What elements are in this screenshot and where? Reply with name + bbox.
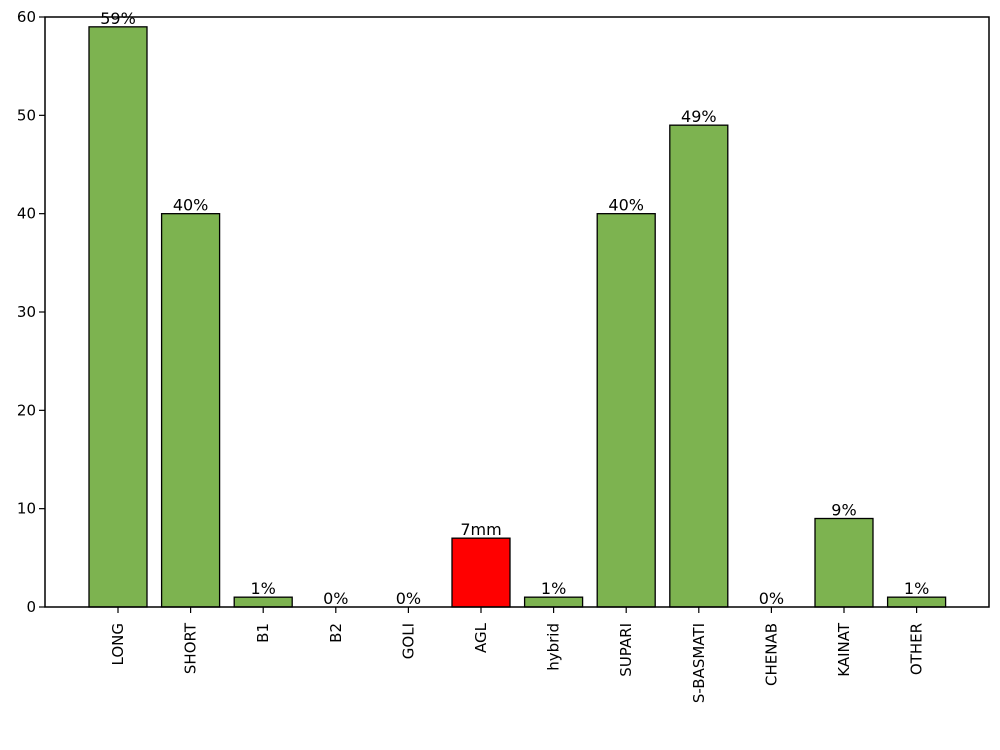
x-tick-label-chenab: CHENAB — [762, 623, 780, 686]
x-tick-label-kainat: KAINAT — [835, 622, 853, 677]
data-label-b1: 1% — [251, 579, 276, 598]
y-tick-label: 60 — [17, 8, 36, 26]
bar-other — [886, 596, 947, 608]
x-tick-label-goli: GOLI — [399, 623, 417, 659]
data-label-supari: 40% — [608, 196, 644, 215]
y-tick-label: 30 — [17, 303, 36, 321]
y-axis: 0 10 20 30 40 50 60 — [17, 8, 45, 616]
y-tick-label: 10 — [17, 500, 36, 518]
x-tick-label-b1: B1 — [254, 623, 272, 643]
y-tick-label: 40 — [17, 205, 36, 223]
x-axis: LONG SHORT B1 B2 GOLI AGL hybrid SUPARI S-BASMAT… — [109, 607, 926, 703]
x-tick-label-hybrid: hybrid — [545, 623, 563, 671]
data-labels-group: 59% 40% 1% 0% 0% 7mm 1% 40% 49% 0% 9% 1% — [100, 9, 929, 608]
bar-long — [88, 26, 148, 608]
x-tick-label-long: LONG — [109, 623, 127, 665]
bar-agl — [451, 537, 511, 608]
bar-short — [160, 213, 221, 608]
bars-group — [88, 26, 947, 608]
data-label-goli: 0% — [396, 589, 421, 608]
bar-supari — [596, 213, 656, 608]
y-tick-label: 0 — [26, 598, 36, 616]
x-tick-label-s-basmati: S-BASMATI — [690, 623, 708, 703]
x-tick-label-short: SHORT — [182, 622, 200, 674]
data-label-short: 40% — [173, 196, 209, 215]
x-tick-label-supari: SUPARI — [617, 623, 635, 677]
data-label-agl: 7mm — [460, 520, 501, 539]
data-label-hybrid: 1% — [541, 579, 566, 598]
bar-b1 — [233, 596, 293, 608]
data-label-b2: 0% — [323, 589, 348, 608]
data-label-s-basmati: 49% — [681, 107, 717, 126]
y-tick-label: 50 — [17, 106, 36, 124]
bar-s-basmati — [669, 124, 729, 608]
x-tick-label-agl: AGL — [472, 622, 490, 653]
data-label-long: 59% — [100, 9, 136, 28]
x-tick-label-other: OTHER — [908, 623, 926, 675]
plot-area-frame — [44, 16, 990, 608]
x-tick-label-b2: B2 — [327, 623, 345, 643]
data-label-kainat: 9% — [831, 501, 856, 520]
bar-kainat — [814, 517, 874, 608]
data-label-chenab: 0% — [759, 589, 784, 608]
y-tick-label: 20 — [17, 401, 36, 419]
bar-hybrid — [523, 596, 584, 608]
data-label-other: 1% — [904, 579, 929, 598]
